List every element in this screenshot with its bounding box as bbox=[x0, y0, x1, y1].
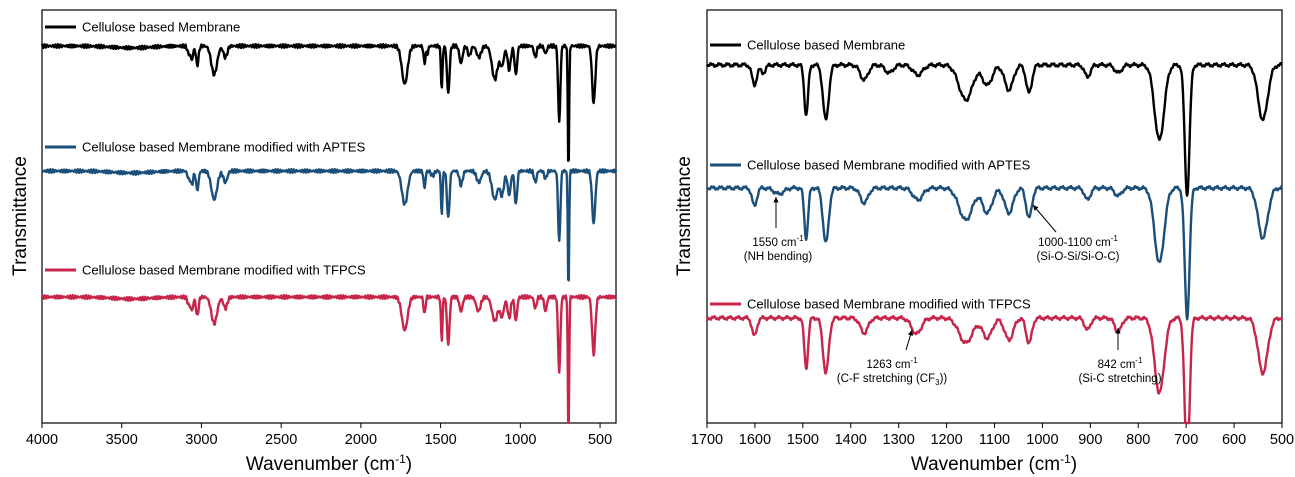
annotation-arrowhead bbox=[773, 197, 779, 203]
annotation-assignment: (C-F stretching (CF3)) bbox=[837, 373, 948, 387]
left-plot-frame bbox=[41, 9, 617, 424]
right-series-group bbox=[705, 61, 1284, 425]
x-tick-label: 1700 bbox=[691, 432, 723, 448]
annotation-wavenumber: 1550 cm-1 bbox=[752, 234, 804, 249]
x-tick-label: 1600 bbox=[739, 432, 771, 448]
annotation-assignment: (Si-C stretching) bbox=[1078, 373, 1161, 385]
annotation-arrowhead bbox=[1033, 205, 1039, 211]
annotation-arrow bbox=[1032, 204, 1057, 233]
x-tick-label: 500 bbox=[1270, 432, 1294, 448]
legend-label: Cellulose based Membrane bbox=[747, 38, 905, 53]
annotation-assignment: (Si-O-Si/Si-O-C) bbox=[1036, 251, 1119, 263]
x-tick-label: 1300 bbox=[883, 432, 915, 448]
left-series-group bbox=[40, 42, 618, 425]
x-tick-label: 4000 bbox=[26, 432, 58, 448]
legend-label: Cellulose based Membrane modified with A… bbox=[82, 140, 366, 155]
x-tick-label: 1500 bbox=[424, 432, 456, 448]
annotation-wavenumber: 1000-1100 cm-1 bbox=[1038, 234, 1118, 249]
x-tick-label: 1000 bbox=[504, 432, 536, 448]
x-tick-label: 3000 bbox=[185, 432, 217, 448]
left-x-axis: 4000 3500 3000 2500 2000 1500 1000 500 bbox=[26, 423, 612, 448]
x-tick-label: 3500 bbox=[106, 432, 138, 448]
left-x-axis-title: Wavenumber (cm-1) bbox=[246, 452, 412, 475]
annotation-wavenumber: 842 cm-1 bbox=[1098, 356, 1143, 371]
x-tick-label: 1100 bbox=[979, 432, 1010, 448]
x-tick-label: 700 bbox=[1174, 432, 1198, 448]
annotation-wavenumber: 1263 cm-1 bbox=[866, 356, 918, 371]
series-line-2 bbox=[705, 314, 1284, 425]
right-chart-panel: 1700 1600 1500 1400 1300 1200 1100 1000 900 800 70… bbox=[674, 9, 1294, 475]
x-tick-label: 2500 bbox=[265, 432, 297, 448]
legend-label: Cellulose based Membrane modified with T… bbox=[82, 263, 366, 278]
right-x-axis: 1700 1600 1500 1400 1300 1200 1100 1000 900 800 70… bbox=[691, 423, 1294, 448]
x-tick-label: 1400 bbox=[835, 432, 867, 448]
series-line-0 bbox=[40, 42, 617, 162]
right-annotations: 1550 cm-1 (NH bending) 1000-1100 cm-1 (Si-O… bbox=[744, 197, 1162, 387]
annotation-assignment: (NH bending) bbox=[744, 251, 813, 263]
right-legend: Cellulose based Membrane Cellulose based … bbox=[710, 38, 1031, 312]
series-line-1 bbox=[706, 184, 1283, 321]
x-tick-label: 800 bbox=[1126, 432, 1150, 448]
left-y-axis-title: Transmittance bbox=[10, 156, 31, 276]
x-tick-label: 1200 bbox=[930, 432, 962, 448]
left-chart-panel: 4000 3500 3000 2500 2000 1500 1000 500 Cellulos… bbox=[10, 9, 618, 475]
series-line-2 bbox=[40, 293, 617, 425]
x-tick-label: 900 bbox=[1078, 432, 1102, 448]
annotation-arrowhead bbox=[1115, 328, 1121, 334]
series-line-0 bbox=[705, 61, 1283, 197]
left-legend: Cellulose based Membrane Cellulose based … bbox=[45, 20, 366, 278]
legend-label: Cellulose based Membrane modified with T… bbox=[747, 297, 1031, 312]
legend-label: Cellulose based Membrane modified with A… bbox=[747, 158, 1031, 173]
right-y-axis-title: Transmittance bbox=[674, 156, 695, 276]
right-x-axis-title: Wavenumber (cm-1) bbox=[911, 452, 1077, 475]
series-line-1 bbox=[41, 167, 618, 282]
x-tick-label: 500 bbox=[588, 432, 612, 448]
annotation-arrowhead bbox=[907, 330, 913, 336]
x-tick-label: 600 bbox=[1222, 432, 1246, 448]
x-tick-label: 1000 bbox=[1026, 432, 1058, 448]
legend-label: Cellulose based Membrane bbox=[82, 20, 240, 35]
x-tick-label: 2000 bbox=[345, 432, 377, 448]
x-tick-label: 1500 bbox=[787, 432, 819, 448]
